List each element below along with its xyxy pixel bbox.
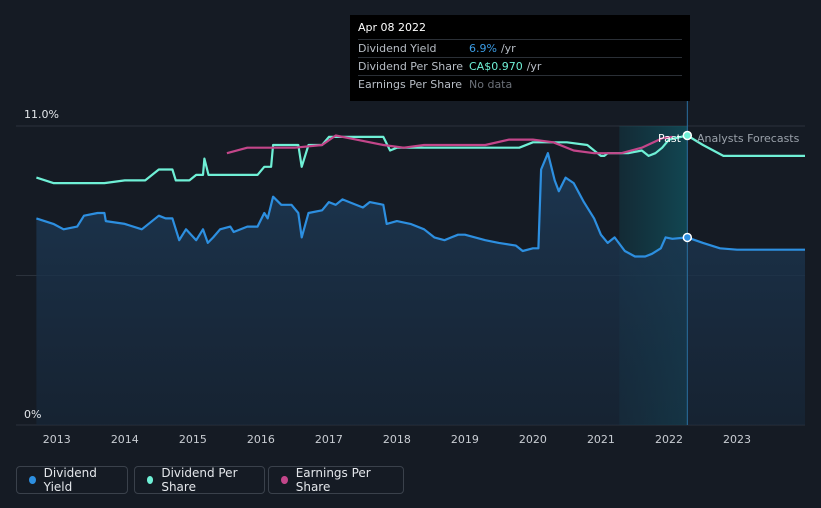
- tooltip-value: No data: [469, 78, 513, 91]
- tooltip-row-dividend-yield: Dividend Yield 6.9% /yr: [358, 39, 682, 57]
- forecast-label: Analysts Forecasts: [697, 132, 800, 145]
- chart-tooltip: Apr 08 2022 Dividend Yield 6.9% /yr Divi…: [350, 15, 690, 101]
- x-tick-label: 2015: [179, 433, 207, 446]
- tooltip-row-dividend-per-share: Dividend Per Share CA$0.970 /yr: [358, 57, 682, 75]
- legend-dividend-yield[interactable]: Dividend Yield: [16, 466, 128, 494]
- tooltip-value: 6.9%: [469, 42, 497, 55]
- dividend-yield-area: [36, 153, 805, 425]
- tooltip-label: Earnings Per Share: [358, 78, 463, 91]
- tooltip-value: CA$0.970: [469, 60, 523, 73]
- dividend-per-share-dot-icon: [147, 476, 154, 484]
- tooltip-date: Apr 08 2022: [358, 21, 427, 34]
- y-axis-min-label: 0%: [24, 408, 41, 421]
- legend-label: Earnings Per Share: [295, 466, 371, 494]
- dividend-yield-line: [36, 152, 805, 258]
- dividend-per-share-line: [36, 134, 805, 185]
- x-tick-label: 2020: [519, 433, 547, 446]
- dividend-yield-dot-icon: [29, 476, 36, 484]
- tooltip-label: Dividend Per Share: [358, 60, 464, 73]
- y-axis-max-label: 11.0%: [24, 108, 59, 121]
- x-tick-label: 2022: [655, 433, 683, 446]
- earnings-per-share-line: [226, 134, 673, 155]
- legend-label: Dividend Per Share: [161, 466, 238, 494]
- earnings-per-share-dot-icon: [281, 476, 288, 484]
- legend-label: Dividend Yield: [43, 466, 97, 494]
- dividend-yield-marker: [682, 232, 693, 243]
- x-tick-label: 2021: [587, 433, 615, 446]
- tooltip-row-earnings-per-share: Earnings Per Share No data: [358, 75, 682, 93]
- x-tick-label: 2013: [43, 433, 71, 446]
- tooltip-unit: /yr: [526, 60, 542, 73]
- dividend-per-share-marker: [682, 130, 693, 141]
- x-tick-label: 2016: [247, 433, 275, 446]
- x-tick-label: 2014: [111, 433, 139, 446]
- x-tick-label: 2018: [383, 433, 411, 446]
- legend-dividend-per-share[interactable]: Dividend Per Share: [134, 466, 265, 494]
- tooltip-unit: /yr: [500, 42, 516, 55]
- x-tick-label: 2017: [315, 433, 343, 446]
- tooltip-label: Dividend Yield: [358, 42, 437, 55]
- x-tick-label: 2023: [723, 433, 751, 446]
- x-tick-label: 2019: [451, 433, 479, 446]
- past-label: Past: [658, 132, 682, 145]
- legend-earnings-per-share[interactable]: Earnings Per Share: [268, 466, 404, 494]
